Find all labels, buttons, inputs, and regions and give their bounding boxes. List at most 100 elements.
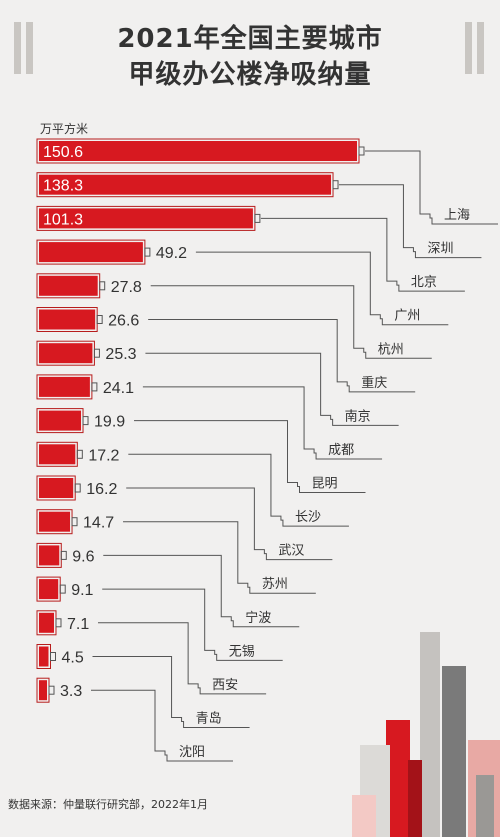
connector-line xyxy=(103,554,300,628)
skyline-building xyxy=(352,795,376,837)
connector-line xyxy=(148,319,416,393)
city-label: 青岛 xyxy=(196,710,222,726)
city-label: 宁波 xyxy=(245,610,271,626)
value-label: 49.2 xyxy=(156,245,187,262)
connector-line xyxy=(195,251,449,326)
value-label: 4.5 xyxy=(62,650,84,667)
bar-cap xyxy=(48,685,55,695)
bar xyxy=(39,646,49,667)
bar xyxy=(39,545,60,566)
bar-cap xyxy=(96,315,103,324)
bar xyxy=(39,579,59,600)
bar-cap xyxy=(93,348,100,358)
source-note: 数据来源：仲量联行研究部，2022年1月 xyxy=(8,798,208,811)
bar xyxy=(39,309,96,330)
city-label: 杭州 xyxy=(378,342,404,357)
connector-line xyxy=(145,352,399,426)
bar-cap xyxy=(60,550,67,560)
value-label: 3.3 xyxy=(60,683,82,700)
skyline-illustration xyxy=(352,632,500,837)
bar-cap xyxy=(91,382,98,392)
unit-label: 万平方米 xyxy=(40,122,89,136)
bar xyxy=(39,478,74,498)
city-label: 无锡 xyxy=(229,644,255,659)
value-label: 9.1 xyxy=(71,582,93,599)
value-label: 7.1 xyxy=(67,616,89,633)
skyline-building xyxy=(476,775,494,837)
connector-line xyxy=(134,420,366,493)
bar-cap xyxy=(71,517,78,527)
bar-cap xyxy=(74,483,81,493)
city-label: 西安 xyxy=(212,678,238,693)
city-label: 成都 xyxy=(328,443,354,458)
value-label: 27.8 xyxy=(111,279,142,296)
value-label: 24.1 xyxy=(103,380,134,397)
value-label: 25.3 xyxy=(105,346,136,363)
bar xyxy=(39,141,357,161)
value-label: 101.3 xyxy=(43,211,83,228)
bar-cap xyxy=(82,416,89,426)
bar-cap xyxy=(144,247,151,257)
chart-title-line-1: 2021年全国主要城市 xyxy=(117,24,383,54)
connector-line xyxy=(260,217,465,292)
bar xyxy=(39,680,47,701)
bar xyxy=(39,511,71,532)
value-label: 9.6 xyxy=(72,548,94,565)
bar xyxy=(39,208,253,229)
city-label: 北京 xyxy=(411,275,437,290)
connector-line xyxy=(123,521,316,594)
bar-cap xyxy=(55,618,62,628)
city-label: 上海 xyxy=(444,208,470,223)
bar xyxy=(39,410,82,431)
bar xyxy=(39,444,76,465)
title-decoration-left-2 xyxy=(26,22,33,74)
city-label: 重庆 xyxy=(361,375,387,391)
connector-line xyxy=(365,150,498,225)
connector-line xyxy=(92,656,250,728)
title-decoration-right-2 xyxy=(477,22,484,74)
value-label: 16.2 xyxy=(86,481,117,498)
city-label: 广州 xyxy=(394,309,420,324)
city-label: 长沙 xyxy=(295,510,321,525)
bar xyxy=(39,242,143,263)
city-label: 深圳 xyxy=(427,242,453,257)
bar-cap xyxy=(99,281,106,291)
connector-line xyxy=(339,184,482,259)
connector-line xyxy=(91,689,233,762)
bar xyxy=(39,376,90,397)
bar xyxy=(39,275,98,296)
chart-title-line-2: 甲级办公楼净吸纳量 xyxy=(128,60,372,90)
bar xyxy=(39,343,93,364)
bar-cap xyxy=(76,449,83,459)
connector-line xyxy=(142,386,383,460)
skyline-building xyxy=(442,666,466,837)
connector-line xyxy=(150,285,432,359)
bar-cap xyxy=(254,213,261,223)
bar-cap xyxy=(358,146,365,156)
city-label: 武汉 xyxy=(278,544,304,559)
skyline-building xyxy=(420,632,440,837)
city-label: 沈阳 xyxy=(179,745,205,760)
bar-cap xyxy=(332,180,339,190)
bar xyxy=(39,174,332,195)
city-label: 昆明 xyxy=(312,477,338,492)
connector-line xyxy=(126,487,333,561)
value-label: 19.9 xyxy=(94,414,125,431)
title-decoration-right-1 xyxy=(465,22,472,74)
value-label: 150.6 xyxy=(43,144,83,161)
city-label: 苏州 xyxy=(262,576,288,592)
skyline-building xyxy=(408,760,422,837)
connector-line xyxy=(128,453,349,527)
value-label: 138.3 xyxy=(43,178,83,195)
city-label: 南京 xyxy=(345,408,371,424)
bar-cap xyxy=(50,652,57,661)
bar-cap xyxy=(59,584,66,594)
bar xyxy=(39,612,54,633)
value-label: 17.2 xyxy=(88,447,119,464)
value-label: 26.6 xyxy=(108,313,139,330)
connector-line xyxy=(97,622,267,695)
title-decoration-left-1 xyxy=(14,22,21,74)
connector-line xyxy=(102,588,283,661)
value-label: 14.7 xyxy=(83,515,114,532)
